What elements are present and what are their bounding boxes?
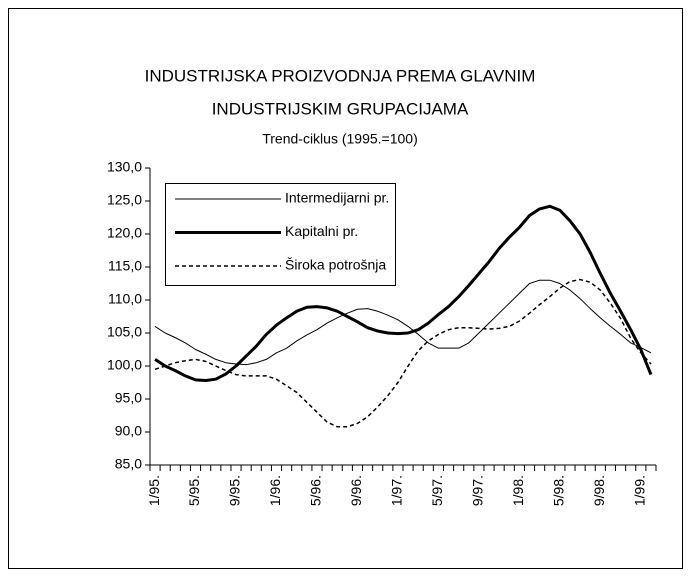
- chart-title-line: INDUSTRIJSKA PROIZVODNJA PREMA GLAVNIM: [145, 66, 536, 85]
- legend-label: Intermedijarni pr.: [285, 190, 389, 206]
- y-tick-label: 90,0: [115, 423, 142, 439]
- y-tick-label: 130,0: [107, 159, 142, 175]
- x-tick-label: 5/96.: [308, 475, 324, 506]
- legend: Intermedijarni pr. Kapitalni pr. Široka po…: [165, 183, 396, 286]
- x-tick-label: 1/97.: [389, 475, 405, 506]
- x-tick-label: 9/98.: [591, 475, 607, 506]
- x-tick-label: 5/95.: [186, 475, 202, 506]
- y-tick-label: 100,0: [107, 357, 142, 373]
- y-tick-label: 105,0: [107, 324, 142, 340]
- x-tick-label: 1/96.: [267, 475, 283, 506]
- chart-border: [8, 8, 683, 569]
- y-tick-label: 115,0: [108, 258, 142, 274]
- x-tick-label: 9/97.: [470, 475, 486, 506]
- chart-title-line: INDUSTRIJSKIM GRUPACIJAMA: [212, 99, 469, 118]
- x-tick-label: 1/99.: [632, 475, 648, 506]
- x-tick-label: 5/98.: [551, 475, 567, 506]
- y-tick-label: 85,0: [115, 456, 142, 472]
- x-tick-label: 1/95.: [146, 475, 162, 506]
- series-line: [154, 278, 652, 428]
- y-tick-label: 95,0: [115, 390, 142, 406]
- x-tick-label: 9/96.: [348, 475, 364, 506]
- x-tick-label: 9/95.: [227, 475, 243, 506]
- y-tick-label: 110,0: [108, 291, 142, 307]
- y-tick-label: 120,0: [107, 225, 142, 241]
- chart-subtitle: Trend-ciklus (1995.=100): [262, 131, 418, 147]
- x-tick-label: 1/98.: [510, 475, 526, 506]
- x-tick-label: 5/97.: [429, 475, 445, 506]
- y-tick-label: 125,0: [107, 192, 142, 208]
- legend-label: Kapitalni pr.: [285, 223, 358, 239]
- legend-box: [165, 183, 396, 286]
- legend-label: Široka potrošnja: [285, 257, 386, 273]
- series-line: [154, 204, 653, 383]
